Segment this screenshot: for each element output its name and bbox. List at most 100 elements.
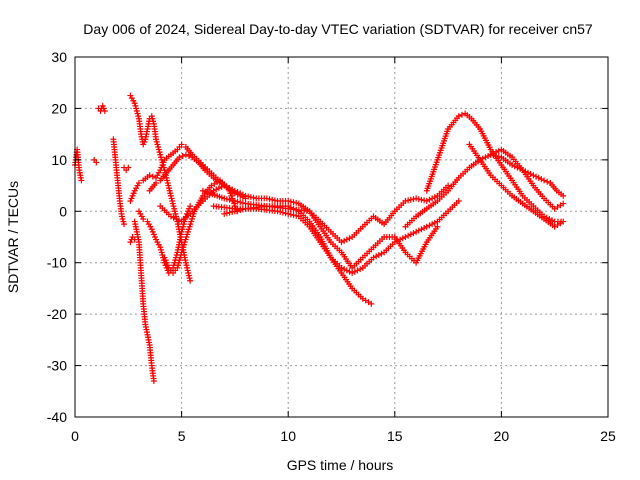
data-point bbox=[407, 231, 414, 238]
data-point bbox=[234, 207, 241, 214]
data-point bbox=[287, 204, 294, 211]
data-point bbox=[402, 198, 409, 204]
data-point bbox=[495, 153, 502, 160]
x-tick-label: 10 bbox=[280, 428, 296, 444]
data-point bbox=[266, 196, 273, 203]
data-point bbox=[560, 218, 567, 225]
x-tick-label: 20 bbox=[494, 428, 510, 444]
x-tick-label: 25 bbox=[600, 428, 616, 444]
data-point bbox=[290, 205, 297, 212]
series-s2 bbox=[91, 156, 100, 166]
data-point bbox=[234, 189, 241, 195]
data-point bbox=[413, 195, 420, 202]
data-point bbox=[455, 198, 462, 204]
data-point bbox=[226, 185, 233, 192]
data-points bbox=[72, 92, 567, 384]
data-point bbox=[378, 250, 385, 257]
data-point bbox=[423, 223, 430, 230]
data-point bbox=[509, 162, 516, 168]
data-point bbox=[153, 180, 160, 186]
data-point bbox=[239, 206, 246, 213]
data-point bbox=[421, 225, 428, 231]
data-point bbox=[373, 253, 380, 260]
x-tick-label: 0 bbox=[71, 428, 79, 444]
data-point bbox=[223, 196, 230, 203]
data-point bbox=[429, 221, 436, 228]
data-point bbox=[431, 219, 438, 226]
data-point bbox=[78, 177, 85, 184]
data-point bbox=[182, 151, 189, 158]
data-point bbox=[368, 300, 375, 307]
data-point bbox=[271, 197, 278, 204]
data-point bbox=[231, 187, 238, 194]
y-axis-label: SDTVAR / TECUs bbox=[5, 181, 21, 293]
data-point bbox=[525, 169, 532, 176]
x-tick-label: 15 bbox=[387, 428, 403, 444]
data-point bbox=[560, 192, 567, 199]
data-point bbox=[93, 159, 100, 166]
data-point bbox=[429, 195, 436, 202]
data-point bbox=[343, 267, 350, 274]
data-point bbox=[239, 191, 246, 198]
data-point bbox=[223, 183, 230, 190]
data-point bbox=[493, 153, 500, 159]
data-point bbox=[221, 182, 228, 189]
series-s20 bbox=[487, 151, 567, 199]
data-point bbox=[293, 212, 300, 219]
series-s16 bbox=[221, 198, 462, 276]
data-point bbox=[213, 186, 220, 193]
data-point bbox=[226, 209, 233, 216]
data-point bbox=[407, 196, 414, 203]
data-point bbox=[279, 209, 286, 216]
data-point bbox=[341, 237, 348, 244]
data-point bbox=[179, 153, 186, 159]
series-s11 bbox=[146, 151, 238, 197]
data-point bbox=[293, 207, 300, 213]
data-point bbox=[538, 176, 545, 183]
data-point bbox=[479, 155, 486, 162]
data-point bbox=[250, 194, 257, 201]
data-point bbox=[519, 167, 526, 174]
data-point bbox=[511, 163, 518, 170]
data-point bbox=[231, 198, 238, 204]
data-point bbox=[485, 153, 492, 159]
data-point bbox=[544, 178, 551, 185]
data-point bbox=[187, 203, 194, 210]
data-point bbox=[221, 210, 228, 217]
data-point bbox=[282, 210, 289, 217]
data-point bbox=[514, 164, 521, 171]
y-tick-label: -30 bbox=[47, 358, 67, 374]
data-point bbox=[170, 214, 177, 221]
data-point bbox=[285, 210, 292, 217]
data-point bbox=[125, 164, 132, 171]
data-point bbox=[535, 174, 542, 181]
data-point bbox=[245, 193, 252, 200]
data-point bbox=[351, 268, 358, 275]
y-tick-label: 30 bbox=[51, 49, 67, 65]
data-point bbox=[482, 154, 489, 161]
y-tick-label: 10 bbox=[51, 152, 67, 168]
data-point bbox=[215, 185, 222, 192]
data-point bbox=[405, 197, 412, 204]
data-point bbox=[121, 221, 128, 228]
data-point bbox=[546, 216, 553, 222]
data-point bbox=[487, 151, 494, 158]
data-point bbox=[277, 208, 284, 215]
data-point bbox=[237, 199, 244, 206]
data-point bbox=[149, 173, 156, 180]
data-point bbox=[101, 108, 108, 114]
data-point bbox=[426, 196, 433, 203]
data-point bbox=[426, 222, 433, 229]
y-tick-label: -40 bbox=[47, 409, 67, 425]
data-point bbox=[410, 230, 417, 237]
data-point bbox=[221, 195, 228, 202]
data-point bbox=[229, 186, 236, 193]
data-point bbox=[135, 180, 142, 186]
data-point bbox=[285, 198, 292, 204]
data-point bbox=[418, 196, 425, 203]
data-point bbox=[405, 232, 412, 239]
data-point bbox=[349, 270, 356, 276]
data-point bbox=[421, 197, 428, 204]
data-point bbox=[391, 239, 398, 246]
